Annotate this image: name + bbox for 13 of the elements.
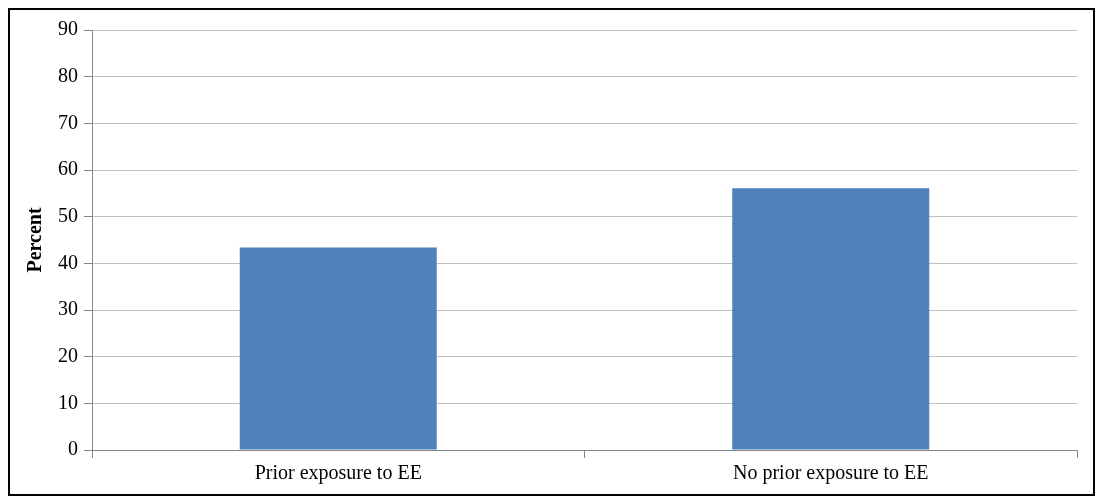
y-tick-label: 80	[58, 63, 78, 86]
y-axis-title: Percent	[23, 207, 46, 273]
x-tick-label: No prior exposure to EE	[732, 461, 929, 485]
y-tick-label: 20	[58, 343, 78, 366]
y-tick-label: 10	[58, 390, 78, 413]
y-tick-label: 50	[58, 203, 78, 226]
y-tick-label: 60	[58, 157, 78, 180]
y-tick-label: 90	[58, 17, 78, 40]
y-tick-label: 40	[58, 250, 78, 273]
y-tick-label: 0	[68, 437, 78, 460]
y-tick-label: 30	[58, 297, 78, 320]
y-tick-label: 70	[58, 110, 78, 133]
x-tick-label: Prior exposure to EE	[254, 461, 422, 485]
